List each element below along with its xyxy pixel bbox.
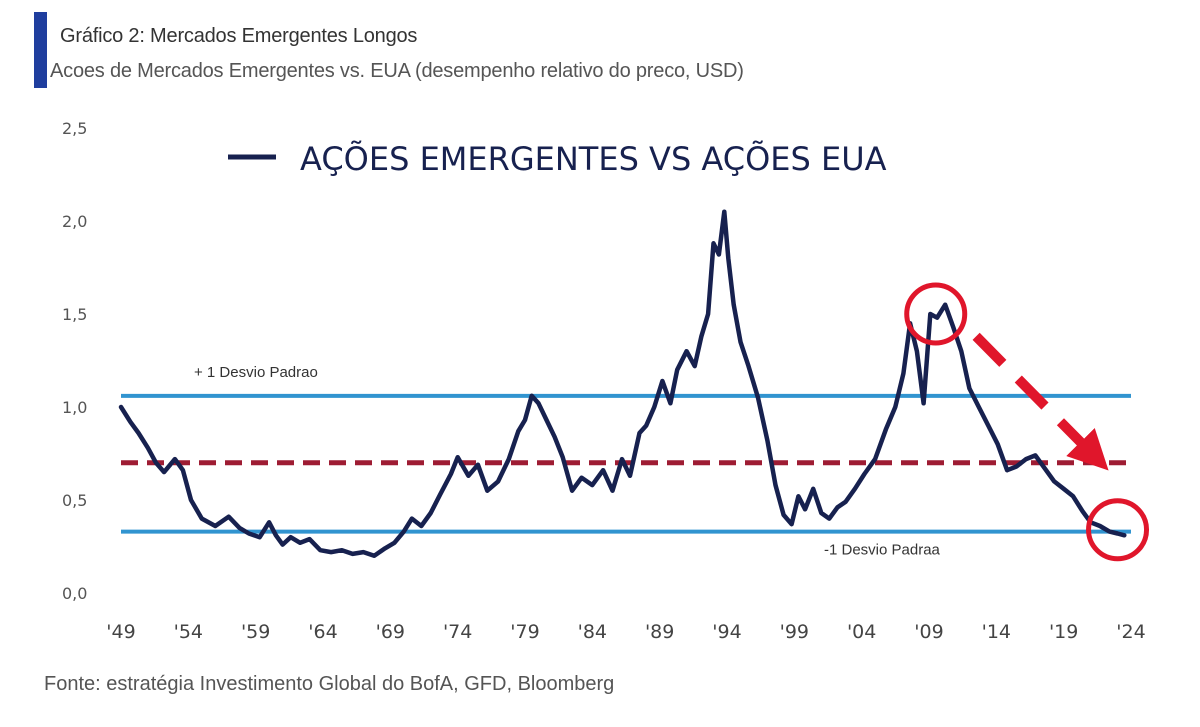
x-tick-label: '19 [1049, 621, 1078, 643]
chart-title: Gráfico 2: Mercados Emergentes Longos [60, 25, 418, 47]
x-tick-label: '04 [847, 621, 876, 643]
x-tick-label: '64 [308, 621, 337, 643]
source-note: Fonte: estratégia Investimento Global do… [44, 673, 615, 695]
y-tick-label: 0,0 [62, 584, 87, 603]
x-tick-label: '94 [712, 621, 741, 643]
x-tick-label: '74 [443, 621, 472, 643]
trend-arrow [972, 332, 1109, 471]
series-line [118, 209, 1127, 559]
x-tick-label: '09 [914, 621, 943, 643]
highlight-circle [1086, 498, 1150, 562]
highlight-circle [904, 282, 968, 346]
x-tick-label: '79 [510, 621, 539, 643]
x-tick-label: '69 [376, 621, 405, 643]
x-tick-label: '89 [645, 621, 674, 643]
legend-label: AÇÕES EMERGENTES VS AÇÕES EUA [300, 140, 887, 178]
y-tick-label: 2,5 [62, 119, 87, 138]
x-tick-label: '49 [106, 621, 135, 643]
x-tick-label: '84 [578, 621, 607, 643]
lower-std-label: -1 Desvio Padraa [824, 542, 941, 559]
x-tick-label: '54 [174, 621, 203, 643]
chart-subtitle: Acoes de Mercados Emergentes vs. EUA (de… [50, 60, 744, 82]
y-tick-label: 2,0 [62, 212, 87, 231]
x-tick-label: '24 [1116, 621, 1145, 643]
upper-std-label: + 1 Desvio Padrao [194, 364, 318, 381]
x-tick-label: '59 [241, 621, 270, 643]
title-accent-bar [34, 12, 47, 88]
x-tick-label: '99 [780, 621, 809, 643]
y-tick-label: 1,0 [62, 398, 87, 417]
y-tick-label: 1,5 [62, 305, 87, 324]
y-tick-label: 0,5 [62, 491, 87, 510]
x-tick-label: '14 [982, 621, 1011, 643]
